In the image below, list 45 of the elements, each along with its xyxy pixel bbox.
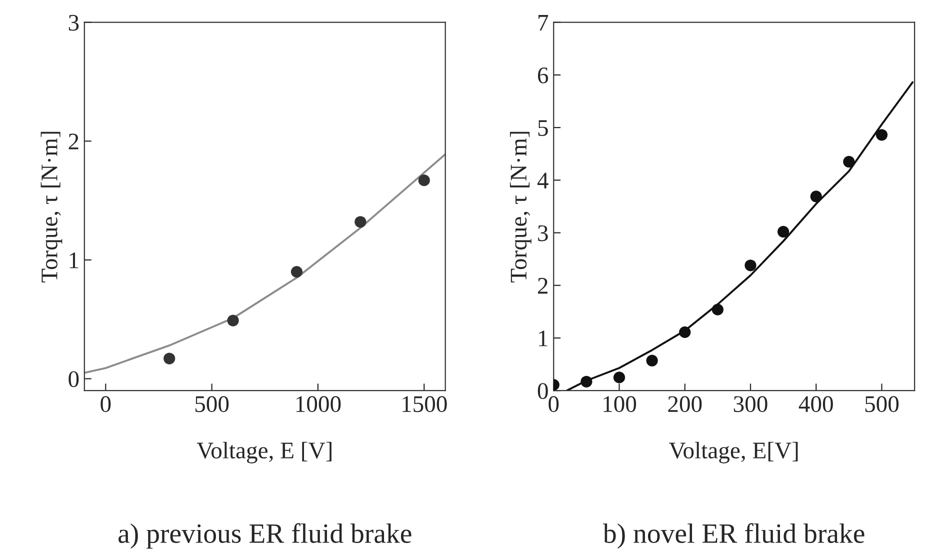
point bbox=[777, 226, 790, 238]
point bbox=[354, 216, 366, 228]
x-axis-title: Voltage, E [V] bbox=[196, 442, 332, 464]
y-tick-label: 2 bbox=[68, 134, 78, 150]
point bbox=[679, 326, 691, 338]
y-tick-label: 2 bbox=[538, 278, 548, 294]
point bbox=[227, 314, 239, 326]
y-tick-label: 0 bbox=[68, 371, 79, 388]
y-tick-label: 0 bbox=[538, 383, 548, 400]
point bbox=[744, 260, 756, 272]
x-tick-label: 500 bbox=[865, 396, 899, 412]
point bbox=[810, 190, 822, 202]
line-series bbox=[84, 153, 446, 374]
point bbox=[290, 266, 303, 278]
point bbox=[843, 156, 855, 168]
text: b) novel ER fluid brake bbox=[602, 523, 864, 549]
x-tick-label: 100 bbox=[604, 396, 636, 412]
y-tick-label: 1 bbox=[70, 252, 78, 268]
x-axis-title: Voltage, E[V] bbox=[669, 442, 798, 464]
point bbox=[418, 174, 430, 186]
x-tick-label: 0 bbox=[100, 396, 111, 412]
x-tick-label: 1000 bbox=[296, 396, 341, 412]
text: a) previous ER fluid brake bbox=[118, 523, 412, 549]
x-tick-label: 200 bbox=[668, 396, 702, 412]
y-axis-title: Torque, τ [N·m] bbox=[40, 132, 62, 282]
y-tick-label: 6 bbox=[538, 67, 548, 84]
point bbox=[712, 304, 724, 316]
point bbox=[876, 129, 888, 141]
y-tick-label: 1 bbox=[539, 330, 548, 346]
y-tick-label: 7 bbox=[538, 15, 548, 31]
point bbox=[164, 352, 176, 364]
x-tick-label: 1500 bbox=[402, 396, 447, 412]
y-tick-label: 4 bbox=[537, 172, 548, 188]
y-tick-label: 3 bbox=[68, 14, 79, 31]
line-series bbox=[566, 81, 914, 391]
y-tick-label: 3 bbox=[538, 225, 548, 242]
y-tick-label: 5 bbox=[538, 120, 548, 136]
point bbox=[613, 372, 626, 384]
x-tick-label: 300 bbox=[734, 396, 768, 412]
x-tick-label: 500 bbox=[195, 396, 229, 412]
x-tick-label: 0 bbox=[548, 396, 559, 412]
point bbox=[580, 376, 592, 388]
point bbox=[646, 354, 658, 366]
y-axis-title: Torque, τ [N·m] bbox=[510, 132, 532, 282]
x-tick-label: 400 bbox=[798, 396, 833, 412]
